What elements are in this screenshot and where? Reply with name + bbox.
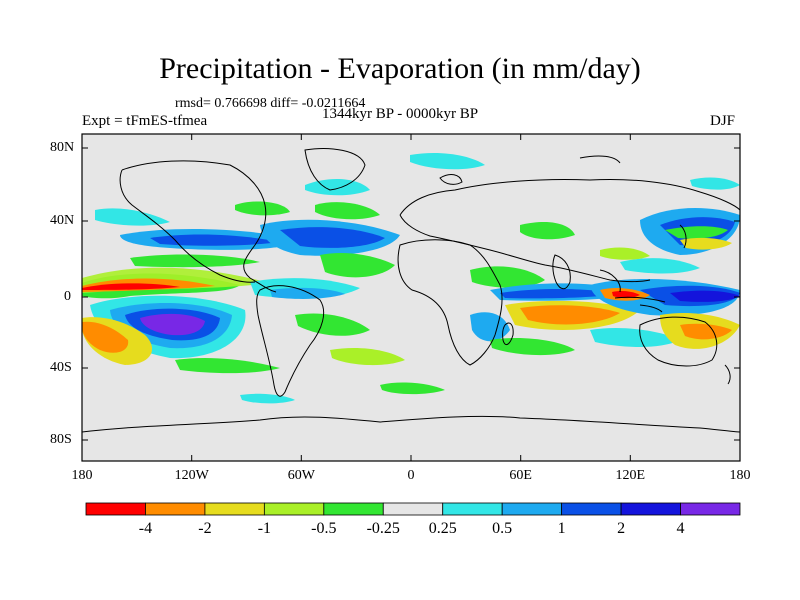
colorbar-box (263, 502, 325, 516)
x-tick-label: 0 (407, 468, 415, 483)
x-tick-label: 180 (729, 468, 751, 483)
stats-text: rmsd= 0.766698 diff= -0.0211664 (175, 96, 366, 111)
y-tick-label: 0 (64, 289, 71, 304)
colorbar-label: -2 (198, 520, 212, 537)
colorbar-label: -4 (138, 520, 153, 537)
colorbar-box (323, 502, 384, 516)
experiment-label: Expt = tFmES-tfmea (82, 113, 208, 129)
pme-field (82, 148, 740, 433)
colorbar-box (501, 502, 563, 516)
colorbar-box (145, 502, 206, 516)
season-label: DJF (710, 113, 736, 129)
colorbar-label: 4 (676, 520, 685, 537)
colorbar-label: 2 (617, 520, 626, 537)
y-tick-label: 80S (50, 432, 72, 447)
colorbar-label: 1 (557, 520, 566, 537)
figure-title: Precipitation - Evaporation (in mm/day) (159, 52, 641, 85)
colorbar-label: -0.25 (366, 520, 400, 537)
colorbar-box (85, 502, 146, 516)
x-tick-label: 60E (509, 468, 532, 483)
x-tick-label: 60W (287, 468, 315, 483)
colorbar-box (620, 502, 681, 516)
colorbar-box (680, 502, 741, 516)
axis-ticks (81, 134, 741, 461)
colorbar-box (204, 502, 265, 516)
y-tick-label: 80N (50, 140, 75, 155)
colorbar-box (442, 502, 503, 516)
colorbar (85, 502, 741, 516)
map-panel (81, 133, 741, 462)
colorbar-label: 0.25 (428, 520, 457, 537)
colorbar-label: 0.5 (492, 520, 513, 537)
colorbar-label: -1 (257, 520, 272, 537)
y-tick-label: 40S (50, 360, 72, 375)
colorbar-box (561, 502, 622, 516)
y-tick-label: 40N (50, 213, 75, 228)
colorbar-box (382, 502, 444, 516)
coastlines (82, 148, 740, 433)
x-tick-label: 180 (71, 468, 93, 483)
colorbar-label: -0.5 (311, 520, 337, 537)
x-tick-label: 120E (615, 468, 646, 483)
x-tick-label: 120W (174, 468, 209, 483)
period-text: 1344kyr BP - 0000kyr BP (322, 106, 479, 122)
